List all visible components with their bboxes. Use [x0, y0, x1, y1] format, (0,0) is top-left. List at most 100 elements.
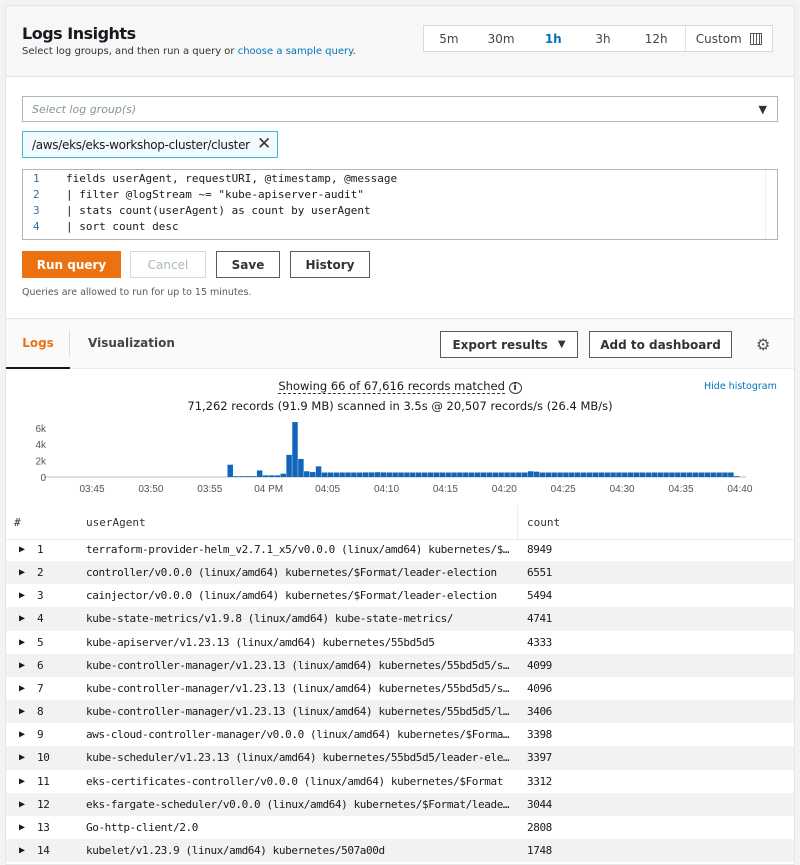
row-useragent: aws-cloud-controller-manager/v0.0.0 (lin… [86, 728, 510, 742]
expand-triangle-icon[interactable]: ▶ [19, 659, 25, 671]
records-scanned: 71,262 records (91.9 MB) scanned in 3.5s… [187, 399, 613, 413]
table-row[interactable]: ▶ 6 kube-controller-manager/v1.23.13 (linu… [6, 653, 794, 677]
row-useragent: kube-controller-manager/v1.23.13 (linux/… [86, 681, 510, 695]
table-row[interactable]: ▶ 10 kube-scheduler/v1.23.13 (linux/amd64)… [6, 746, 794, 770]
info-icon[interactable]: i [508, 382, 522, 394]
log-group-token: /aws/eks/eks-workshop-cluster/cluster ✕ [22, 131, 278, 158]
expand-triangle-icon[interactable]: ▶ [19, 706, 25, 718]
expand-triangle-icon[interactable]: ▶ [19, 567, 25, 579]
expand-triangle-icon[interactable]: ▶ [19, 752, 25, 764]
range-30m[interactable]: 30m [487, 31, 515, 46]
histogram-bar [427, 472, 434, 477]
page-title: Logs Insights [22, 24, 136, 43]
row-useragent: eks-certificates-controller/v0.0.0 (linu… [86, 774, 503, 788]
range-1h[interactable]: 1h [544, 31, 562, 46]
histogram-bar [574, 472, 581, 477]
close-icon[interactable]: ✕ [257, 134, 271, 154]
table-row[interactable]: ▶ 12 eks-fargate-scheduler/v0.0.0 (linux/a… [6, 792, 794, 816]
history-button[interactable]: History [290, 251, 370, 278]
expand-triangle-icon[interactable]: ▶ [19, 613, 25, 625]
hide-histogram-link[interactable]: Hide histogram [704, 381, 777, 392]
tab-visualization[interactable]: Visualization [88, 336, 175, 350]
histogram-bar [734, 476, 740, 477]
range-5m[interactable]: 5m [439, 31, 459, 46]
histogram-bar [315, 466, 322, 477]
column-header-count[interactable]: count [527, 516, 561, 529]
row-count: 4333 [527, 635, 552, 649]
expand-triangle-icon[interactable]: ▶ [19, 729, 25, 741]
histogram-bar [698, 472, 705, 477]
row-count: 3398 [527, 728, 552, 742]
cancel-button[interactable]: Cancel [130, 251, 206, 278]
table-row[interactable]: ▶ 4 kube-state-metrics/v1.9.8 (linux/amd64… [6, 607, 794, 631]
histogram-bar [327, 472, 334, 477]
histogram-bar [716, 472, 722, 477]
editor-scrollbar[interactable] [765, 170, 777, 239]
histogram-bar [598, 472, 605, 477]
expand-triangle-icon[interactable]: ▶ [19, 775, 25, 787]
histogram-bar [610, 472, 616, 477]
column-header-useragent[interactable]: userAgent [86, 516, 146, 529]
records-matched: Showing 66 of 67,616 records matched i [0, 379, 800, 394]
expand-triangle-icon[interactable]: ▶ [19, 798, 25, 810]
histogram-bar [604, 472, 610, 477]
row-count: 6551 [527, 566, 552, 580]
row-count: 3397 [527, 751, 552, 765]
table-row[interactable]: ▶ 1 terraform-provider-helm_v2.7.1_x5/v0.0… [6, 538, 794, 561]
expand-triangle-icon[interactable]: ▶ [19, 636, 25, 648]
save-button[interactable]: Save [216, 251, 280, 278]
histogram-bar [304, 471, 310, 477]
expand-triangle-icon[interactable]: ▶ [19, 590, 25, 602]
gear-icon[interactable]: ⚙ [756, 335, 771, 354]
histogram-bar [451, 472, 457, 477]
table-row[interactable]: ▶ 11 eks-certificates-controller/v0.0.0 (l… [6, 770, 794, 793]
table-row[interactable]: ▶ 2 controller/v0.0.0 (linux/amd64) kubern… [6, 561, 794, 585]
table-row[interactable]: ▶ 7 kube-controller-manager/v1.23.13 (linu… [6, 677, 794, 700]
histogram-bar [657, 472, 663, 477]
log-group-select[interactable]: Select log group(s) ▼ [22, 96, 778, 122]
histogram-bar [651, 472, 658, 477]
row-index: 8 [37, 705, 44, 719]
histogram-bar [227, 464, 233, 477]
table-row[interactable]: ▶ 9 aws-cloud-controller-manager/v0.0.0 (l… [6, 723, 794, 746]
histogram-bar [557, 472, 563, 477]
expand-triangle-icon[interactable]: ▶ [19, 844, 25, 856]
export-results-button[interactable]: Export results ▼ [440, 331, 578, 358]
row-useragent: kube-controller-manager/v1.23.13 (linux/… [86, 705, 510, 719]
histogram-bar [262, 475, 269, 477]
query-editor[interactable]: 1 fields userAgent, requestURI, @timestam… [22, 169, 778, 240]
tab-logs[interactable]: Logs [6, 318, 70, 369]
histogram-bar [692, 472, 699, 477]
table-row[interactable]: ▶ 14 kubelet/v1.23.9 (linux/amd64) kuberne… [6, 838, 794, 863]
y-tick-label: 4k [35, 440, 47, 451]
histogram-chart: 03:45 03:50 03:55 04 PM 04:05 04:10 04:15 04:20… [35, 422, 753, 495]
expand-triangle-icon[interactable]: ▶ [19, 821, 25, 833]
table-row[interactable]: ▶ 8 kube-controller-manager/v1.23.13 (linu… [6, 700, 794, 724]
table-row[interactable]: ▶ 5 kube-apiserver/v1.23.13 (linux/amd64) … [6, 631, 794, 654]
x-tick-label: 04 PM [254, 484, 283, 495]
table-row[interactable]: ▶ 13 Go-http-client/2.0 2808 [6, 816, 794, 839]
run-query-button[interactable]: Run query [22, 251, 121, 278]
expand-triangle-icon[interactable]: ▶ [19, 544, 25, 555]
add-to-dashboard-button[interactable]: Add to dashboard [589, 331, 732, 358]
row-count: 4741 [527, 612, 552, 626]
range-custom[interactable]: Custom [684, 26, 773, 51]
expand-triangle-icon[interactable]: ▶ [19, 682, 25, 694]
row-index: 10 [37, 751, 50, 765]
table-row[interactable]: ▶ 3 cainjector/v0.0.0 (linux/amd64) kubern… [6, 584, 794, 607]
histogram-bar [445, 472, 451, 477]
sample-query-link[interactable]: choose a sample query [237, 46, 353, 57]
histogram-bar [516, 472, 522, 477]
histogram-bar [480, 472, 487, 477]
column-header-index: # [14, 516, 21, 529]
histogram-bar [357, 472, 363, 477]
range-12h[interactable]: 12h [644, 31, 668, 46]
histogram-bar [351, 472, 357, 477]
histogram-bar [345, 472, 351, 477]
range-3h[interactable]: 3h [595, 31, 611, 46]
query-time-note: Queries are allowed to run for up to 15 … [22, 287, 252, 298]
x-tick-label: 04:30 [610, 484, 635, 495]
row-count: 8949 [527, 543, 552, 556]
histogram-bar [415, 472, 422, 477]
histogram-bar [463, 472, 469, 477]
